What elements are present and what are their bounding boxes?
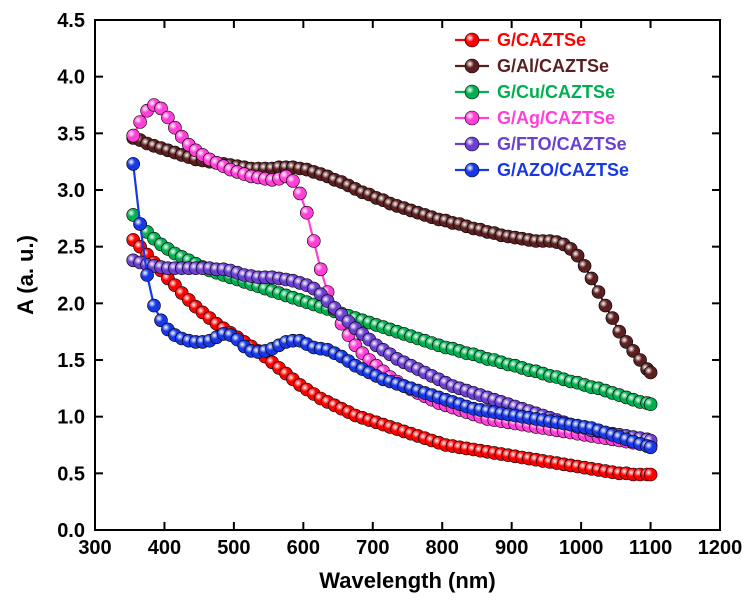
y-tick-label: 4.0 — [57, 67, 85, 89]
y-tick-label: 3.5 — [57, 123, 85, 145]
legend-marker-g-al-caztse — [465, 59, 479, 73]
legend-label-g-al-caztse: G/Al/CAZTSe — [497, 56, 609, 76]
x-axis-label: Wavelength (nm) — [319, 568, 495, 593]
y-tick-label: 3.0 — [57, 180, 85, 202]
x-tick-label: 800 — [426, 537, 459, 559]
y-axis-label: A (a. u.) — [13, 235, 38, 315]
y-tick-label: 4.5 — [57, 10, 85, 32]
legend-label-g-fto-caztse: G/FTO/CAZTSe — [497, 134, 627, 154]
legend-marker-g-fto-caztse — [465, 137, 479, 151]
y-tick-label: 2.0 — [57, 293, 85, 315]
y-tick-label: 1.0 — [57, 407, 85, 429]
x-tick-label: 400 — [148, 537, 181, 559]
x-tick-label: 700 — [356, 537, 389, 559]
legend-marker-g-azo-caztse — [465, 163, 479, 177]
legend-label-g-ag-caztse: G/Ag/CAZTSe — [497, 108, 615, 128]
legend-label-g-azo-caztse: G/AZO/CAZTSe — [497, 160, 629, 180]
y-tick-label: 1.5 — [57, 350, 85, 372]
legend-label-g-caztse: G/CAZTSe — [497, 30, 586, 50]
y-tick-label: 2.5 — [57, 237, 85, 259]
legend-marker-g-ag-caztse — [465, 111, 479, 125]
x-tick-label: 1200 — [698, 537, 743, 559]
chart-container: { "chart": { "type": "line", "width": 75… — [0, 0, 750, 605]
x-tick-label: 500 — [217, 537, 250, 559]
legend-marker-g-cu-caztse — [465, 85, 479, 99]
x-tick-label: 900 — [495, 537, 528, 559]
y-tick-label: 0.0 — [57, 520, 85, 542]
y-tick-label: 0.5 — [57, 463, 85, 485]
legend-label-g-cu-caztse: G/Cu/CAZTSe — [497, 82, 615, 102]
x-tick-label: 1000 — [559, 537, 604, 559]
legend-marker-g-caztse — [465, 33, 479, 47]
chart-background — [0, 0, 750, 605]
x-tick-label: 600 — [287, 537, 320, 559]
absorbance-spectrum-chart: 3004005006007008009001000110012000.00.51… — [0, 0, 750, 605]
x-tick-label: 1100 — [629, 537, 672, 559]
